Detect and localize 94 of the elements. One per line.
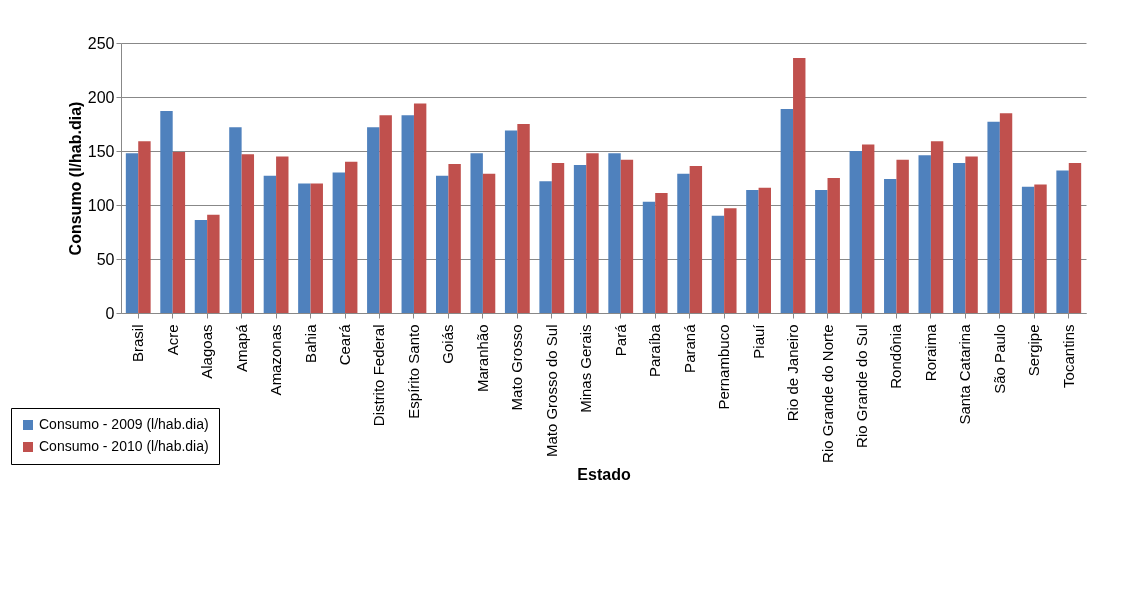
- x-tick-label: Paraná: [680, 323, 698, 373]
- bar: [642, 201, 656, 313]
- legend-label: Consumo - 2010 (l/hab.dia): [39, 438, 209, 454]
- x-tick-label: Roraima: [921, 323, 939, 382]
- bar: [367, 127, 380, 313]
- bar: [918, 155, 931, 313]
- x-tick-label: Sergipe: [1025, 324, 1043, 377]
- bar: [345, 161, 358, 313]
- x-tick-label: Alagoas: [198, 324, 216, 379]
- x-tick-label: Espírito Santo: [404, 324, 422, 419]
- bar: [298, 183, 311, 313]
- y-tick-label: 250: [87, 34, 115, 52]
- x-tick-label: Amazonas: [267, 324, 285, 396]
- legend-label: Consumo - 2009 (l/hab.dia): [39, 416, 209, 432]
- bar: [194, 220, 208, 313]
- bar: [884, 179, 897, 313]
- y-tick-label: 100: [87, 196, 115, 214]
- bar: [1021, 186, 1035, 313]
- bar: [448, 163, 461, 313]
- bar: [138, 141, 151, 313]
- bar: [965, 156, 978, 313]
- bar: [172, 152, 186, 313]
- x-tick-label: Distrito Federal: [370, 324, 388, 427]
- y-tick-label: 150: [87, 142, 115, 160]
- bar: [1056, 170, 1069, 313]
- bar: [677, 173, 690, 313]
- bar: [861, 144, 875, 313]
- x-tick-label: Paraíba: [646, 323, 664, 378]
- y-tick-label: 0: [105, 304, 115, 322]
- bar: [263, 175, 277, 313]
- bar: [746, 189, 759, 313]
- x-tick-label: Piauí: [749, 323, 767, 359]
- bar: [332, 172, 346, 313]
- x-tick-label: Rondônia: [887, 323, 905, 389]
- bar: [987, 121, 1000, 313]
- bar: [724, 208, 737, 313]
- bar: [573, 165, 587, 313]
- bar: [1034, 184, 1047, 313]
- bar: [539, 181, 552, 313]
- x-tick-label: Bahia: [301, 323, 319, 363]
- bar: [379, 115, 392, 313]
- x-tick-label: Acre: [163, 324, 181, 356]
- x-tick-label: Pará: [611, 323, 629, 357]
- x-axis-title: Estado: [577, 465, 631, 483]
- bar: [849, 151, 862, 313]
- bar: [517, 124, 530, 313]
- x-tick-label: Ceará: [336, 323, 354, 366]
- x-tick-label: Pernambuco: [715, 324, 733, 410]
- bar: [815, 189, 828, 313]
- bar: [655, 193, 668, 313]
- bar: [952, 162, 966, 313]
- y-axis-title: Consumo (l/hab.dia): [66, 101, 84, 256]
- bar: [780, 108, 794, 313]
- bar: [401, 115, 414, 313]
- x-tick-label: Maranhão: [473, 324, 491, 393]
- bar: [413, 103, 427, 313]
- bar: [482, 173, 496, 313]
- x-tick-label: Rio de Janeiro: [784, 324, 802, 422]
- bar: [310, 183, 323, 313]
- bar: [241, 154, 255, 313]
- x-tick-label: Rio Grande do Sul: [852, 324, 870, 448]
- x-tick-label: Minas Gerais: [577, 324, 595, 413]
- x-tick-label: Mato Grosso do Sul: [542, 324, 560, 458]
- bar: [551, 162, 565, 313]
- bar: [758, 187, 771, 313]
- bar: [229, 127, 242, 313]
- bar: [608, 153, 621, 313]
- bar: [586, 153, 599, 313]
- bar: [620, 159, 634, 313]
- bar: [793, 58, 806, 313]
- y-tick-label: 200: [87, 88, 115, 106]
- x-tick-label: Tocantins: [1059, 324, 1077, 388]
- bar: [504, 130, 518, 313]
- bar: [207, 214, 220, 313]
- bar: [125, 153, 139, 313]
- bar: [160, 111, 173, 313]
- x-tick-label: Amapá: [232, 323, 250, 373]
- bar: [711, 215, 725, 313]
- bar: [896, 159, 909, 313]
- bar: [689, 166, 703, 313]
- bar: [276, 156, 289, 313]
- x-tick-label: Rio Grande do Norte: [818, 324, 836, 463]
- bar: [930, 141, 944, 313]
- bar: [999, 113, 1013, 313]
- y-tick-label: 50: [96, 250, 115, 268]
- x-tick-label: Goiás: [439, 324, 457, 364]
- x-tick-label: Mato Grosso: [508, 324, 526, 411]
- bar: [1068, 162, 1082, 313]
- bar: [827, 178, 840, 313]
- x-tick-label: São Paulo: [990, 324, 1008, 394]
- bar: [470, 153, 483, 313]
- bar: [436, 175, 449, 313]
- x-tick-label: Brasil: [129, 324, 147, 363]
- x-tick-label: Santa Catarina: [956, 323, 974, 425]
